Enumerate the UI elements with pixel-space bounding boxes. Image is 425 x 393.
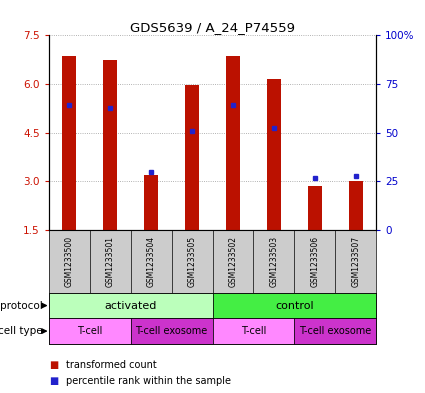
Bar bbox=[103, 60, 117, 230]
Bar bbox=[212, 293, 376, 318]
Bar bbox=[267, 79, 281, 230]
Text: ■: ■ bbox=[49, 360, 58, 371]
Text: T-cell exosome: T-cell exosome bbox=[299, 326, 371, 336]
Bar bbox=[212, 318, 294, 344]
Text: protocol: protocol bbox=[0, 301, 42, 310]
Bar bbox=[226, 56, 240, 230]
Text: cell type: cell type bbox=[0, 326, 42, 336]
Text: T-cell: T-cell bbox=[241, 326, 266, 336]
Text: GSM1233500: GSM1233500 bbox=[65, 236, 74, 287]
Bar bbox=[308, 186, 322, 230]
Bar bbox=[62, 57, 76, 230]
Text: GSM1233505: GSM1233505 bbox=[187, 236, 196, 287]
Text: T-cell: T-cell bbox=[77, 326, 102, 336]
Text: T-cell exosome: T-cell exosome bbox=[136, 326, 208, 336]
Bar bbox=[348, 181, 363, 230]
Text: activated: activated bbox=[105, 301, 157, 310]
Text: GSM1233501: GSM1233501 bbox=[106, 236, 115, 287]
Text: GSM1233504: GSM1233504 bbox=[147, 236, 156, 287]
Bar bbox=[144, 175, 158, 230]
Bar bbox=[49, 293, 212, 318]
Bar bbox=[294, 318, 376, 344]
Title: GDS5639 / A_24_P74559: GDS5639 / A_24_P74559 bbox=[130, 21, 295, 34]
Text: percentile rank within the sample: percentile rank within the sample bbox=[66, 376, 231, 386]
Text: transformed count: transformed count bbox=[66, 360, 157, 371]
Text: GSM1233506: GSM1233506 bbox=[310, 236, 319, 287]
Bar bbox=[185, 85, 199, 230]
Text: GSM1233507: GSM1233507 bbox=[351, 236, 360, 287]
Bar bbox=[131, 318, 212, 344]
Text: ■: ■ bbox=[49, 376, 58, 386]
Bar bbox=[49, 318, 131, 344]
Text: GSM1233502: GSM1233502 bbox=[229, 236, 238, 287]
Text: control: control bbox=[275, 301, 314, 310]
Text: GSM1233503: GSM1233503 bbox=[269, 236, 278, 287]
